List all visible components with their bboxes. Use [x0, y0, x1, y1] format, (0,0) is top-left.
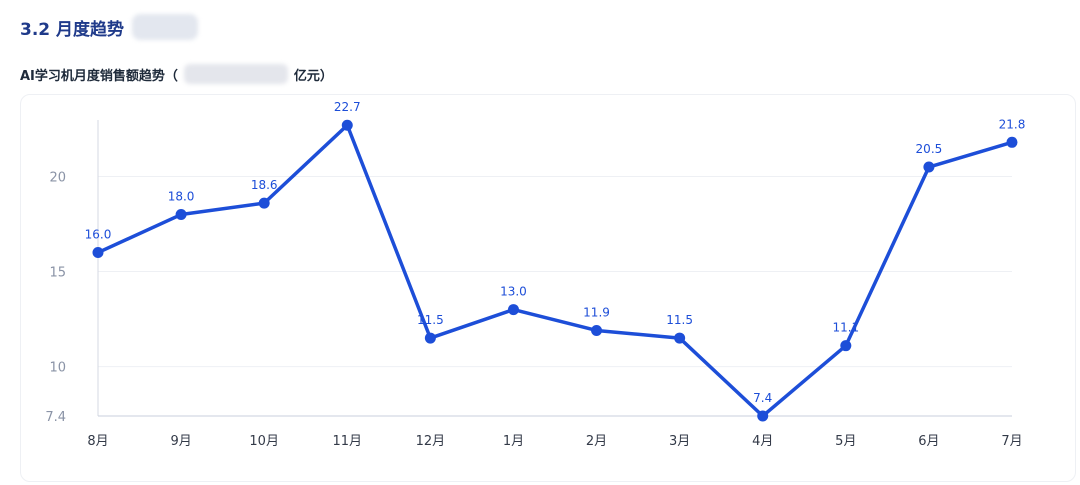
x-tick-label: 7月	[1001, 434, 1022, 449]
data-point	[923, 161, 935, 173]
redacted-bar	[183, 64, 288, 84]
data-point	[175, 209, 187, 221]
data-point	[424, 332, 436, 344]
x-tick-label: 9月	[170, 434, 191, 449]
data-label: 22.7	[334, 100, 361, 114]
data-label: 11.5	[666, 313, 693, 327]
data-point	[674, 332, 686, 344]
x-tick-label: 8月	[87, 434, 108, 449]
section-title-text: 3.2 月度趋势	[20, 19, 125, 40]
data-point	[840, 340, 852, 352]
data-point	[757, 410, 769, 422]
chart-card	[20, 94, 1076, 482]
chart-title-suffix: 亿元）	[293, 68, 333, 84]
redacted-chip	[132, 14, 199, 40]
y-tick-label: 20	[49, 171, 66, 186]
data-label: 21.8	[999, 117, 1026, 131]
data-point	[1006, 136, 1018, 148]
y-tick-label: 7.4	[45, 410, 66, 425]
data-label: 11.1	[832, 321, 859, 335]
data-label: 11.5	[417, 313, 444, 327]
data-label: 20.5	[916, 142, 943, 156]
x-tick-label: 10月	[249, 434, 279, 449]
data-label: 13.0	[500, 285, 527, 299]
series-line	[96, 123, 1014, 418]
data-point	[92, 247, 104, 259]
x-tick-label: 1月	[503, 434, 524, 449]
y-tick-label: 10	[49, 361, 66, 376]
data-point	[591, 324, 603, 336]
x-tick-label: 2月	[586, 434, 607, 449]
y-tick-label: 15	[49, 266, 66, 281]
x-tick-label: 5月	[835, 434, 856, 449]
x-tick-label: 11月	[332, 434, 362, 449]
x-tick-label: 6月	[918, 434, 939, 449]
data-label: 18.6	[251, 178, 278, 192]
x-tick-label: 3月	[669, 434, 690, 449]
data-label: 7.4	[753, 391, 772, 405]
chart-title: AI学习机月度销售额趋势（ 亿元）	[20, 64, 333, 84]
section-title: 3.2 月度趋势	[20, 14, 199, 40]
data-point	[507, 304, 519, 316]
x-tick-label: 4月	[752, 434, 773, 449]
x-tick-label: 12月	[416, 434, 446, 449]
data-point	[341, 119, 353, 131]
chart-title-text: AI学习机月度销售额趋势（	[20, 68, 178, 84]
data-label: 11.9	[583, 305, 610, 319]
data-label: 16.0	[85, 228, 112, 242]
data-label: 18.0	[168, 190, 195, 204]
data-point	[258, 197, 270, 209]
